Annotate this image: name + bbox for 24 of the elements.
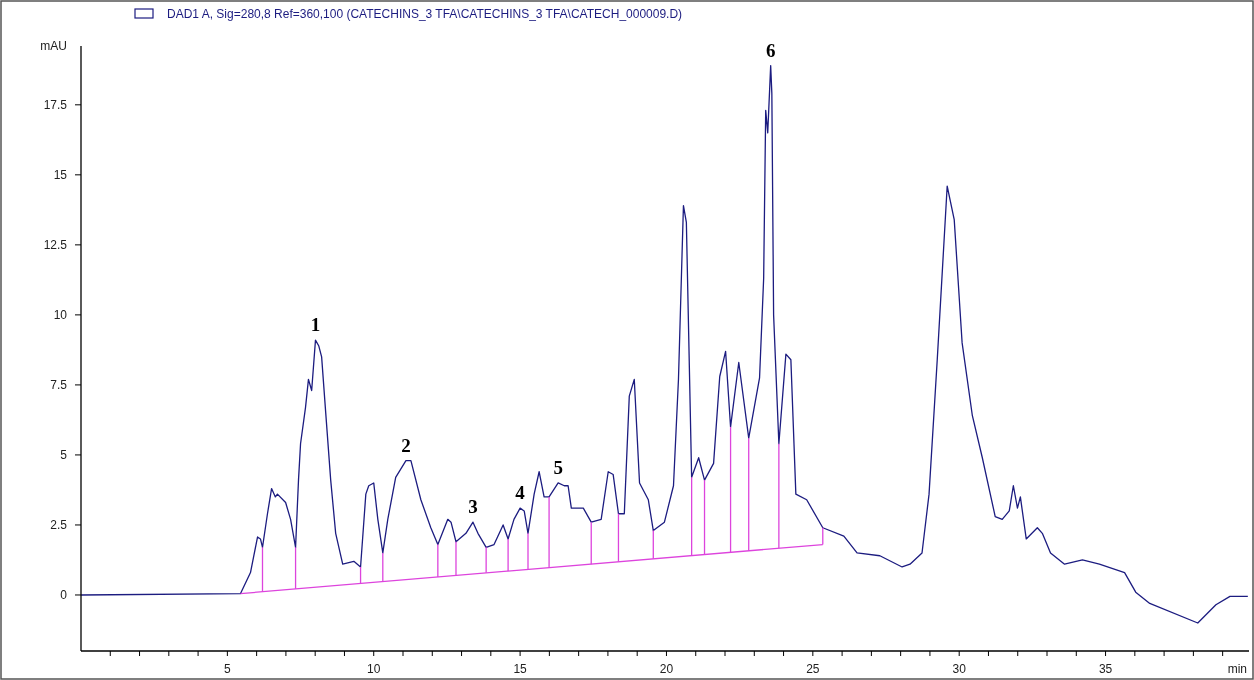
annotation: 5: [553, 456, 563, 478]
y-tick-label: 7.5: [50, 378, 68, 393]
x-axis-title: min: [1227, 662, 1247, 676]
x-tick-label: 15: [513, 662, 528, 676]
x-tick-label: 5: [224, 662, 232, 676]
y-tick-label: 5: [60, 448, 68, 463]
x-tick-label: 30: [952, 662, 967, 676]
y-tick-label: 0: [60, 588, 68, 603]
x-tick-label: 35: [1098, 662, 1113, 676]
x-tick-label: 10: [367, 662, 381, 676]
x-tick-label: 20: [659, 662, 674, 676]
y-tick-label: 10: [53, 308, 68, 323]
y-tick-label: 2.5: [50, 518, 68, 533]
x-tick-label: 25: [806, 662, 820, 676]
legend-label: DAD1 A, Sig=280,8 Ref=360,100 (CATECHINS_3 TFA\CATECHINS_3 TFA\CATECH_000009.D): [167, 7, 683, 21]
y-tick-label: 17.5: [43, 98, 68, 113]
y-tick-label: 12.5: [43, 238, 68, 253]
annotation: 3: [468, 496, 478, 518]
annotation: 6: [765, 39, 776, 61]
annotation: 4: [515, 482, 526, 504]
y-axis-title: mAU: [40, 39, 67, 53]
annotation: 2: [401, 434, 411, 456]
annotation: 1: [310, 314, 321, 336]
y-tick-label: 15: [53, 168, 68, 183]
